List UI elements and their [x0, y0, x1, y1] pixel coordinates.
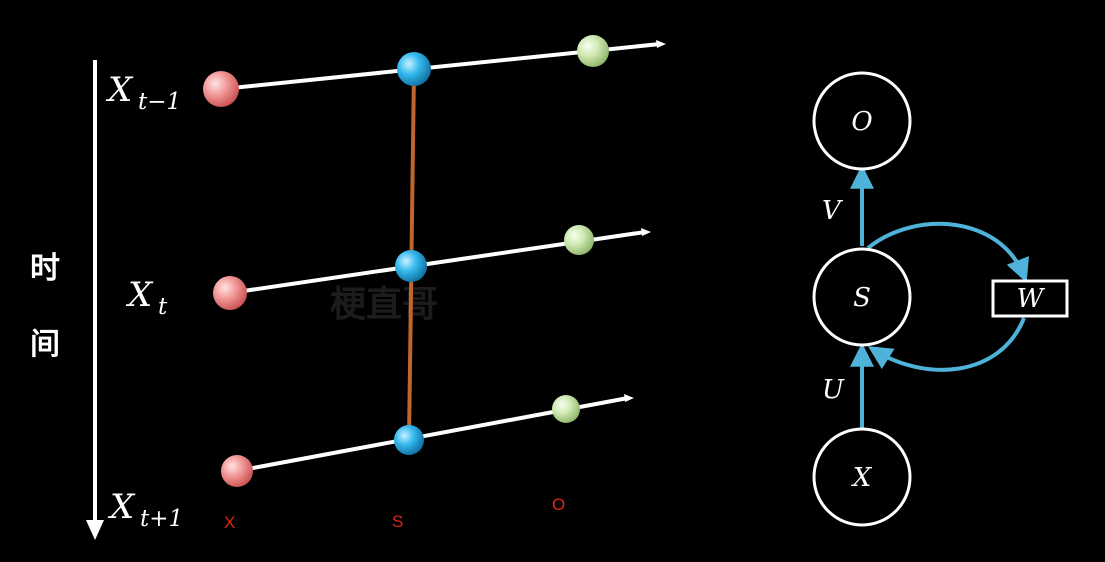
row-label-t: X t [125, 275, 168, 320]
row-label-subscript: t−1 [138, 89, 181, 115]
edge-label-v: V [822, 196, 843, 226]
row-label-subscript: t [158, 294, 168, 320]
time-label-char-2: 间 [30, 327, 60, 362]
nodes-row-t-1 [203, 35, 609, 107]
row-label-subscript: t+1 [140, 506, 183, 532]
time-axis-arrowhead [86, 520, 104, 540]
row-label-base: X [107, 487, 136, 527]
folded-rnn: O S X W V U [812, 71, 1069, 527]
output-node [564, 225, 594, 255]
row-label-base: X [105, 70, 134, 110]
state-node [394, 425, 424, 455]
row-line-arrowhead [656, 40, 666, 48]
time-axis: 时 间 [30, 60, 104, 540]
state-node-circle [812, 247, 912, 347]
output-node [552, 395, 580, 423]
output-node [577, 35, 609, 67]
input-node [221, 455, 253, 487]
column-label-o: O [552, 495, 565, 514]
input-node [203, 71, 239, 107]
column-label-s: S [392, 512, 403, 531]
weight-box-label: W [1017, 284, 1046, 314]
time-label-char-1: 时 [30, 251, 60, 286]
row-line-arrowhead [624, 394, 634, 402]
input-node-label: X [851, 463, 873, 493]
weight-box [991, 279, 1069, 318]
state-node [395, 250, 427, 282]
input-node [213, 276, 247, 310]
nodes-row-t+1 [221, 395, 580, 487]
watermark: 梗直哥 [330, 284, 438, 325]
arrow-weight-to-state [867, 317, 1026, 372]
row-label-t+1: X t+1 [107, 487, 183, 532]
row-lines [221, 40, 666, 473]
arrow-state-to-weight [866, 221, 1029, 283]
column-label-x: X [224, 513, 235, 532]
input-node-circle [812, 427, 912, 527]
row-label-t-1: X t−1 [105, 70, 181, 115]
state-node-label: S [853, 283, 871, 313]
row-line-arrowhead [641, 228, 651, 236]
state-node [397, 52, 431, 86]
output-node-label: O [851, 107, 872, 137]
nodes-row-t [213, 225, 594, 310]
edge-label-u: U [822, 375, 845, 405]
output-node-circle [812, 71, 912, 171]
row-label-base: X [125, 275, 154, 315]
